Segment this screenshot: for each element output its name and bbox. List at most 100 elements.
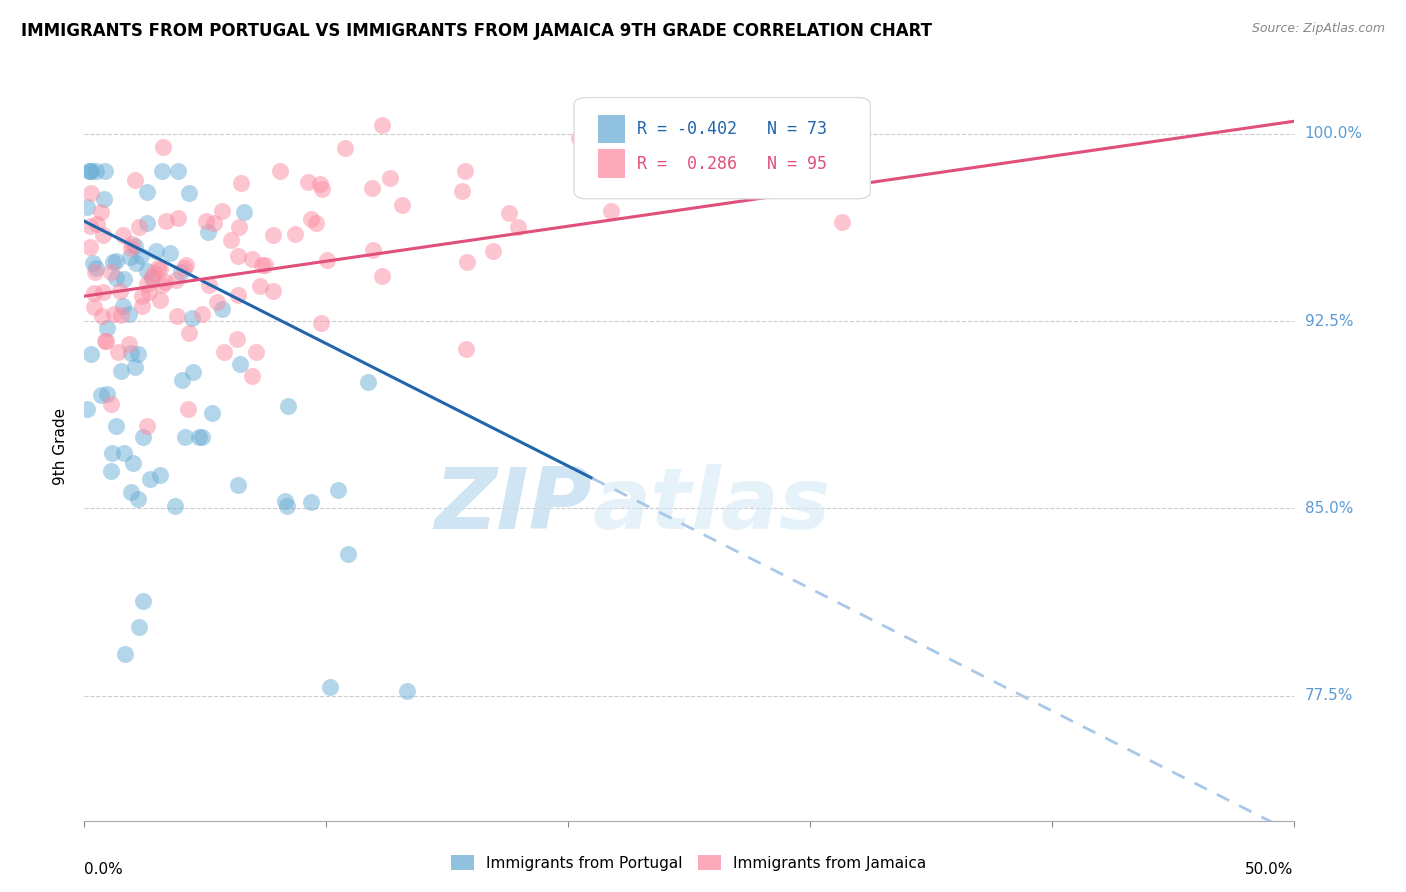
Point — [96, 321, 118, 335]
Point — [242, 369, 264, 384]
Point — [370, 268, 392, 283]
Point — [83, 286, 105, 301]
Point — [100, 464, 122, 478]
Point — [250, 259, 273, 273]
Point — [120, 242, 142, 256]
Point — [201, 406, 224, 420]
Point — [315, 252, 337, 267]
Point — [174, 430, 197, 444]
Point — [136, 216, 159, 230]
Point — [506, 220, 529, 235]
Point — [149, 262, 172, 277]
Point — [159, 246, 181, 260]
Point — [311, 181, 333, 195]
Point — [274, 493, 297, 508]
Point — [180, 310, 202, 325]
Point — [319, 680, 342, 694]
Legend: Immigrants from Portugal, Immigrants from Jamaica: Immigrants from Portugal, Immigrants fro… — [446, 848, 932, 877]
Point — [118, 250, 141, 264]
Point — [110, 308, 132, 322]
Text: Source: ZipAtlas.com: Source: ZipAtlas.com — [1251, 22, 1385, 36]
Point — [128, 219, 150, 234]
Point — [132, 430, 155, 444]
Point — [357, 375, 380, 389]
Point — [174, 258, 197, 272]
Point — [166, 310, 188, 324]
Point — [450, 184, 472, 198]
Point — [198, 277, 221, 292]
Point — [131, 249, 153, 263]
Point — [138, 285, 160, 299]
Point — [456, 255, 478, 269]
Point — [120, 345, 142, 359]
Point — [212, 344, 235, 359]
Point — [91, 309, 114, 323]
Point — [132, 594, 155, 608]
Point — [90, 388, 112, 402]
Point — [299, 495, 322, 509]
Point — [79, 164, 101, 178]
Point — [107, 344, 129, 359]
Point — [786, 114, 808, 128]
Point — [498, 206, 520, 220]
Point — [297, 175, 319, 189]
Point — [378, 170, 401, 185]
Point — [163, 499, 186, 513]
Point — [152, 139, 174, 153]
Text: 77.5%: 77.5% — [1305, 689, 1353, 703]
Point — [142, 266, 165, 280]
Point — [177, 401, 200, 416]
Point — [197, 226, 219, 240]
Point — [170, 373, 193, 387]
Point — [299, 211, 322, 226]
Point — [482, 244, 505, 259]
Point — [262, 228, 284, 243]
Point — [103, 307, 125, 321]
Point — [125, 256, 148, 270]
Point — [277, 399, 299, 413]
Point — [371, 118, 394, 132]
Point — [80, 164, 103, 178]
Point — [118, 307, 141, 321]
Point — [127, 347, 149, 361]
Point — [93, 192, 115, 206]
Point — [112, 446, 135, 460]
Point — [120, 484, 142, 499]
Point — [336, 547, 359, 561]
Point — [173, 261, 195, 276]
Point — [128, 620, 150, 634]
Point — [149, 293, 172, 307]
FancyBboxPatch shape — [599, 115, 624, 144]
Point — [360, 181, 382, 195]
Point — [96, 387, 118, 401]
Point — [82, 256, 104, 270]
Point — [104, 270, 127, 285]
Point — [114, 647, 136, 661]
Text: ZIP: ZIP — [434, 465, 592, 548]
Text: R = -0.402   N = 73: R = -0.402 N = 73 — [637, 120, 827, 138]
Point — [141, 271, 163, 285]
Point — [112, 227, 135, 242]
Point — [135, 277, 157, 292]
Point — [226, 288, 249, 302]
Point — [76, 402, 98, 417]
Point — [309, 177, 332, 191]
Point — [269, 164, 291, 178]
Text: atlas: atlas — [592, 465, 831, 548]
Point — [155, 214, 177, 228]
Point — [77, 164, 100, 178]
Point — [84, 164, 107, 178]
Text: IMMIGRANTS FROM PORTUGAL VS IMMIGRANTS FROM JAMAICA 9TH GRADE CORRELATION CHART: IMMIGRANTS FROM PORTUGAL VS IMMIGRANTS F… — [21, 22, 932, 40]
Point — [453, 164, 475, 178]
Point — [169, 265, 191, 279]
Point — [167, 164, 190, 178]
Point — [141, 270, 163, 285]
Point — [105, 253, 128, 268]
Point — [100, 396, 122, 410]
Point — [333, 141, 356, 155]
Point — [86, 217, 108, 231]
Point — [118, 336, 141, 351]
Point — [122, 456, 145, 470]
Point — [599, 203, 621, 218]
Point — [284, 227, 307, 241]
